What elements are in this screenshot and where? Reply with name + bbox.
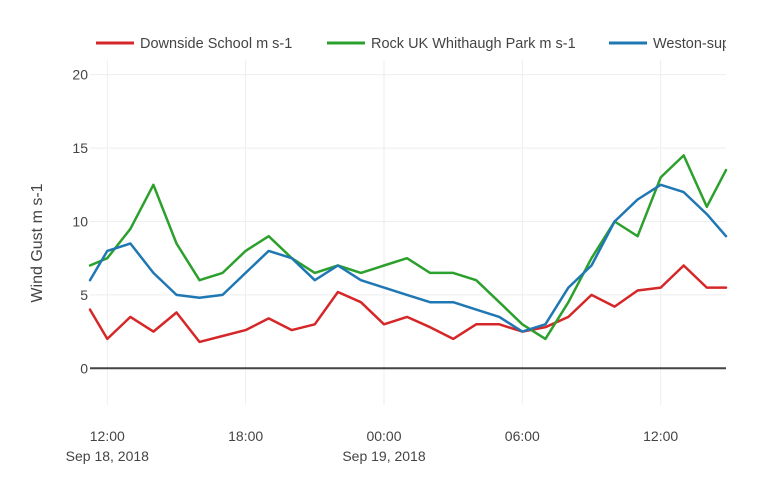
x-tick-date-label: Sep 19, 2018 bbox=[342, 448, 426, 464]
legend[interactable]: Downside School m s-1 Rock UK Whithaugh P… bbox=[96, 36, 768, 52]
x-tick-date-label: Sep 18, 2018 bbox=[66, 448, 150, 464]
y-tick-label: 15 bbox=[72, 140, 88, 156]
legend-label: Downside School m s-1 bbox=[140, 36, 292, 52]
x-tick-label: 00:00 bbox=[366, 428, 401, 444]
legend-label: Weston-super-Mare m s-1 bbox=[653, 36, 768, 52]
y-axis-title: Wind Gust m s-1 bbox=[29, 183, 46, 302]
y-tick-label: 20 bbox=[72, 67, 88, 83]
x-tick-label: 12:00 bbox=[90, 428, 125, 444]
legend-item[interactable]: Weston-super-Mare m s-1 bbox=[609, 36, 768, 52]
series-line-2 bbox=[88, 154, 728, 341]
x-tick-label: 06:00 bbox=[505, 428, 540, 444]
grid-layer bbox=[90, 60, 726, 405]
legend-item[interactable]: Downside School m s-1 bbox=[96, 36, 292, 52]
y-tick-label: 0 bbox=[80, 360, 88, 376]
series-layer bbox=[88, 154, 728, 344]
y-tick-label: 10 bbox=[72, 213, 88, 229]
y-axis-ticks: 0 5 10 15 20 bbox=[72, 67, 88, 377]
series-line-3 bbox=[88, 183, 728, 333]
x-axis-ticks: 12:00 Sep 18, 2018 18:00 00:00 Sep 19, 2018 0… bbox=[66, 428, 679, 464]
x-tick-label: 12:00 bbox=[643, 428, 678, 444]
legend-label: Rock UK Whithaugh Park m s-1 bbox=[371, 36, 576, 52]
y-tick-label: 5 bbox=[80, 287, 88, 303]
series-line-1 bbox=[88, 264, 728, 344]
x-tick-label: 18:00 bbox=[228, 428, 263, 444]
legend-item[interactable]: Rock UK Whithaugh Park m s-1 bbox=[327, 36, 576, 52]
